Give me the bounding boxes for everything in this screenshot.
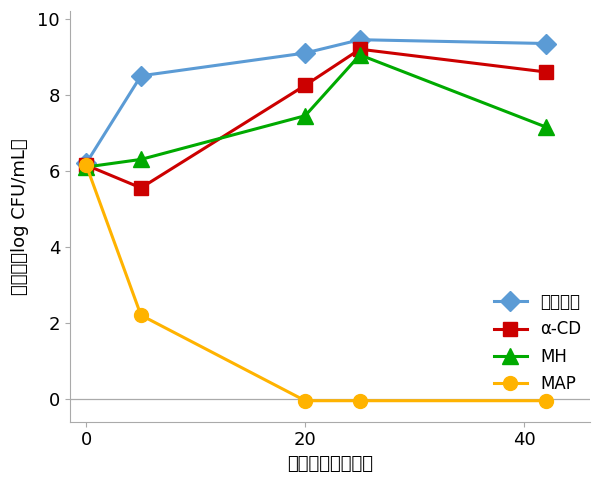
Y-axis label: 生菌数（log CFU/mL）: 生菌数（log CFU/mL） — [11, 138, 29, 295]
MH — [356, 52, 364, 58]
培地のみ — [356, 37, 364, 43]
培地のみ — [82, 160, 90, 166]
α-CD — [356, 46, 364, 52]
Line: MH: MH — [78, 46, 555, 175]
Line: MAP: MAP — [79, 158, 553, 408]
MAP — [138, 312, 145, 318]
Line: 培地のみ: 培地のみ — [79, 33, 553, 170]
MH — [138, 156, 145, 162]
X-axis label: 培養時間（時間）: 培養時間（時間） — [287, 455, 373, 473]
Line: α-CD: α-CD — [79, 42, 553, 195]
MAP — [302, 398, 309, 404]
培地のみ — [543, 41, 550, 46]
MH — [302, 113, 309, 119]
MAP — [543, 398, 550, 404]
α-CD — [302, 82, 309, 88]
MAP — [356, 398, 364, 404]
Legend: 培地のみ, α-CD, MH, MAP: 培地のみ, α-CD, MH, MAP — [494, 293, 582, 393]
MAP — [82, 162, 90, 168]
α-CD — [82, 162, 90, 168]
MH — [543, 124, 550, 130]
培地のみ — [302, 50, 309, 56]
MH — [82, 164, 90, 170]
α-CD — [543, 69, 550, 75]
培地のみ — [138, 73, 145, 79]
α-CD — [138, 185, 145, 191]
